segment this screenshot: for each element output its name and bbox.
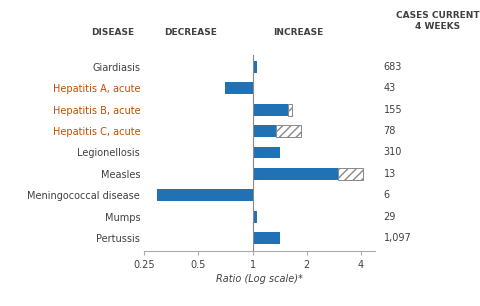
Text: 683: 683 xyxy=(383,62,401,72)
Text: DECREASE: DECREASE xyxy=(164,28,216,37)
Text: 29: 29 xyxy=(383,212,395,222)
Bar xyxy=(338,168,362,180)
X-axis label: Ratio (Log scale)*: Ratio (Log scale)* xyxy=(216,274,302,284)
Text: 155: 155 xyxy=(383,105,401,115)
Bar xyxy=(252,125,276,137)
Text: INCREASE: INCREASE xyxy=(273,28,323,37)
Bar xyxy=(252,61,256,73)
Bar xyxy=(252,211,256,222)
Text: DISEASE: DISEASE xyxy=(91,28,134,37)
Text: 78: 78 xyxy=(383,126,395,136)
Bar xyxy=(252,104,288,116)
Bar xyxy=(157,189,252,201)
Text: 1,097: 1,097 xyxy=(383,233,410,243)
Bar xyxy=(224,82,252,94)
Bar xyxy=(252,147,279,158)
Text: CASES CURRENT
4 WEEKS: CASES CURRENT 4 WEEKS xyxy=(395,11,479,31)
Text: 310: 310 xyxy=(383,147,401,158)
Bar xyxy=(252,232,279,244)
Text: 13: 13 xyxy=(383,169,395,179)
Text: 6: 6 xyxy=(383,190,389,200)
Bar xyxy=(276,125,300,137)
Bar xyxy=(288,104,291,116)
Bar xyxy=(252,168,338,180)
Text: 43: 43 xyxy=(383,83,395,93)
